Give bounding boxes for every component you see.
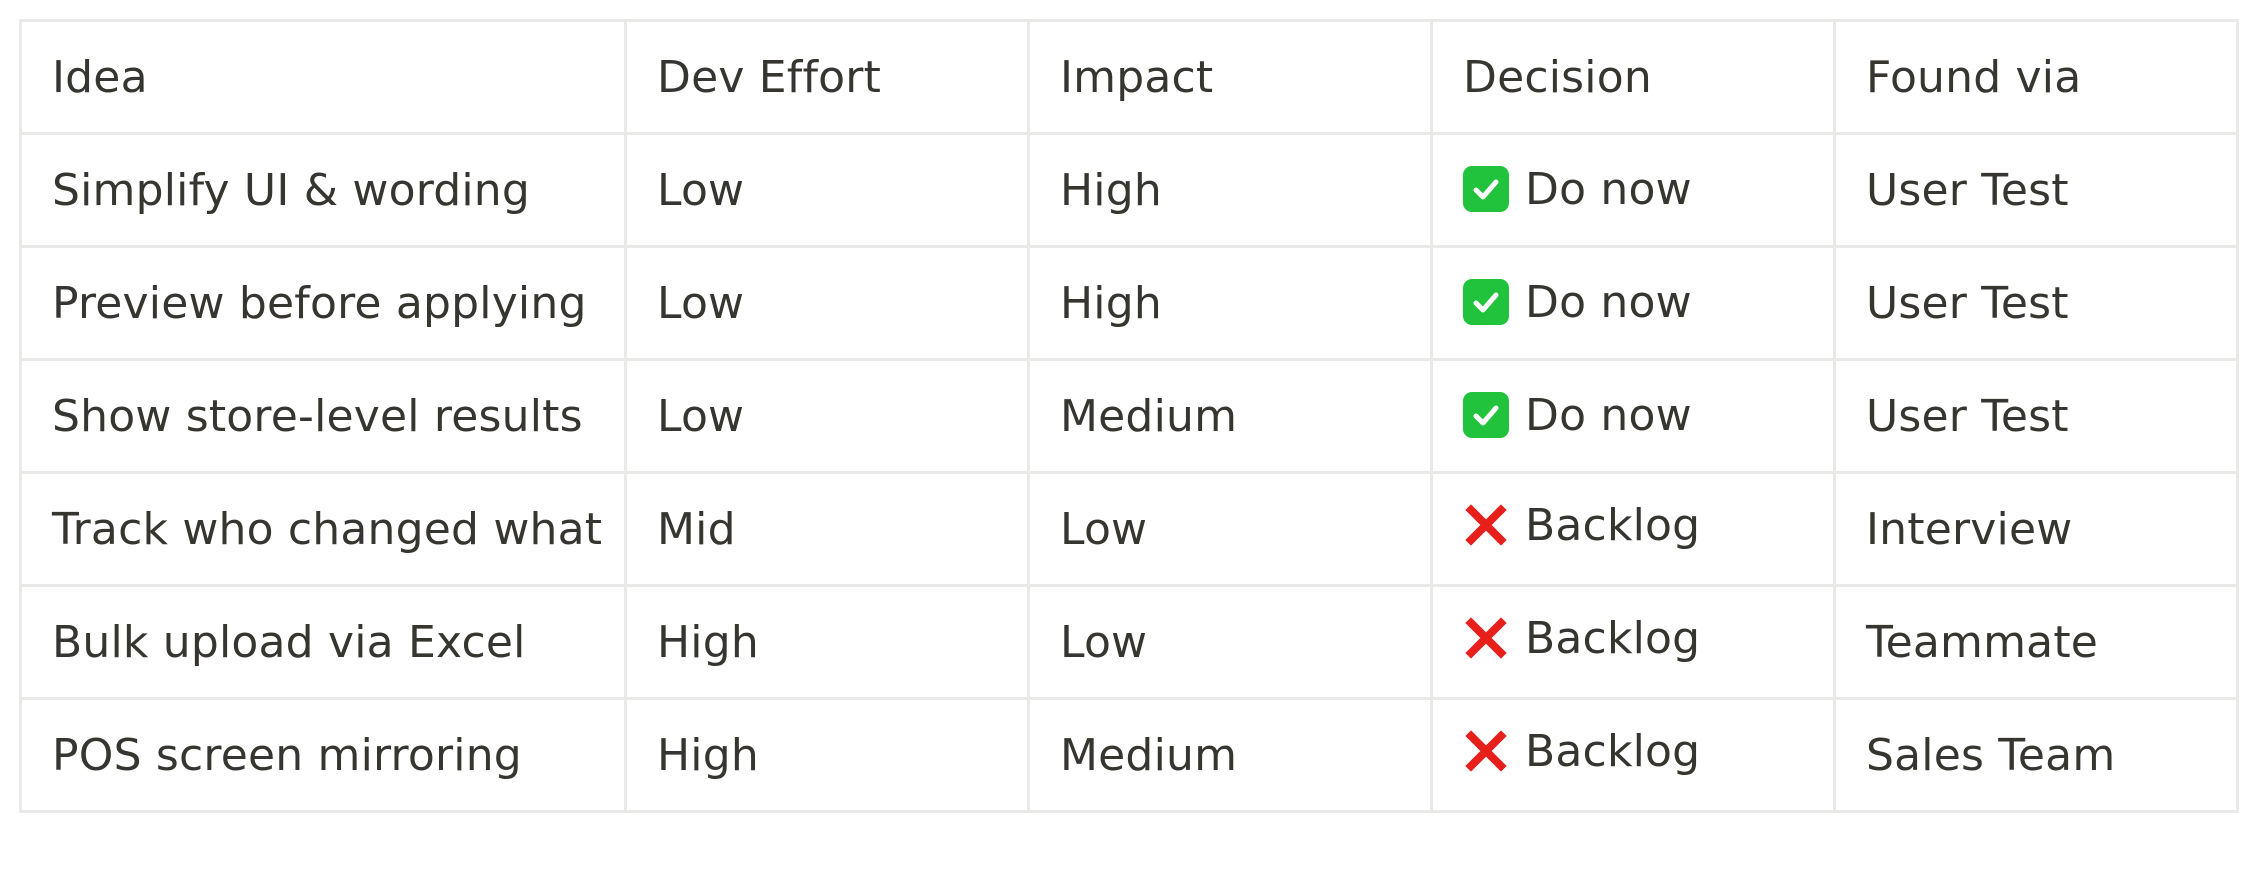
table-row: Preview before applying Low High Do now … xyxy=(19,245,2239,361)
decision-value: Backlog xyxy=(1463,726,1700,777)
cell-found-via: User Test xyxy=(1833,358,2239,474)
decision-label: Backlog xyxy=(1525,612,1701,664)
decision-label: Backlog xyxy=(1525,499,1701,551)
decision-label: Backlog xyxy=(1525,725,1701,777)
cell-impact: Low xyxy=(1027,584,1433,700)
cell-found-via: Teammate xyxy=(1833,584,2239,700)
ideas-table: Idea Dev Effort Impact Decision Found vi… xyxy=(19,19,2239,813)
cell-idea: Show store-level results xyxy=(19,358,627,474)
cross-icon xyxy=(1463,615,1509,661)
decision-label: Do now xyxy=(1525,389,1692,441)
cell-idea: Bulk upload via Excel xyxy=(19,584,627,700)
cell-found-via: User Test xyxy=(1833,245,2239,361)
cell-dev-effort: High xyxy=(624,697,1030,813)
table-row: POS screen mirroring High Medium Backlog… xyxy=(19,697,2239,813)
check-icon xyxy=(1463,279,1509,326)
decision-label: Do now xyxy=(1525,163,1692,215)
table-row: Show store-level results Low Medium Do n… xyxy=(19,358,2239,474)
table-row: Simplify UI & wording Low High Do now Us… xyxy=(19,132,2239,248)
header-dev-effort: Dev Effort xyxy=(624,19,1030,135)
decision-value: Backlog xyxy=(1463,500,1700,551)
cell-impact: High xyxy=(1027,245,1433,361)
cell-found-via: Sales Team xyxy=(1833,697,2239,813)
header-decision: Decision xyxy=(1430,19,1836,135)
table-container: Idea Dev Effort Impact Decision Found vi… xyxy=(19,19,2239,813)
cross-icon xyxy=(1463,502,1509,548)
header-row: Idea Dev Effort Impact Decision Found vi… xyxy=(19,19,2239,135)
cell-idea: Preview before applying xyxy=(19,245,627,361)
header-impact: Impact xyxy=(1027,19,1433,135)
decision-label: Do now xyxy=(1525,276,1692,328)
cell-dev-effort: Low xyxy=(624,358,1030,474)
cross-icon xyxy=(1463,728,1509,774)
check-icon xyxy=(1463,166,1509,213)
table-row: Track who changed what Mid Low Backlog I… xyxy=(19,471,2239,587)
cell-decision: Backlog xyxy=(1430,697,1836,813)
cell-impact: High xyxy=(1027,132,1433,248)
cell-decision: Do now xyxy=(1430,358,1836,474)
cell-dev-effort: Low xyxy=(624,245,1030,361)
cell-impact: Low xyxy=(1027,471,1433,587)
cell-dev-effort: Mid xyxy=(624,471,1030,587)
cell-found-via: User Test xyxy=(1833,132,2239,248)
cell-idea: POS screen mirroring xyxy=(19,697,627,813)
cell-impact: Medium xyxy=(1027,697,1433,813)
cell-found-via: Interview xyxy=(1833,471,2239,587)
cell-idea: Track who changed what xyxy=(19,471,627,587)
cell-dev-effort: High xyxy=(624,584,1030,700)
header-found-via: Found via xyxy=(1833,19,2239,135)
check-icon xyxy=(1463,392,1509,439)
cell-decision: Backlog xyxy=(1430,584,1836,700)
cell-idea: Simplify UI & wording xyxy=(19,132,627,248)
cell-decision: Backlog xyxy=(1430,471,1836,587)
cell-impact: Medium xyxy=(1027,358,1433,474)
cell-dev-effort: Low xyxy=(624,132,1030,248)
decision-value: Do now xyxy=(1463,390,1692,441)
cell-decision: Do now xyxy=(1430,245,1836,361)
decision-value: Do now xyxy=(1463,277,1692,328)
header-idea: Idea xyxy=(19,19,627,135)
cell-decision: Do now xyxy=(1430,132,1836,248)
decision-value: Do now xyxy=(1463,164,1692,215)
table-row: Bulk upload via Excel High Low Backlog T… xyxy=(19,584,2239,700)
decision-value: Backlog xyxy=(1463,613,1700,664)
